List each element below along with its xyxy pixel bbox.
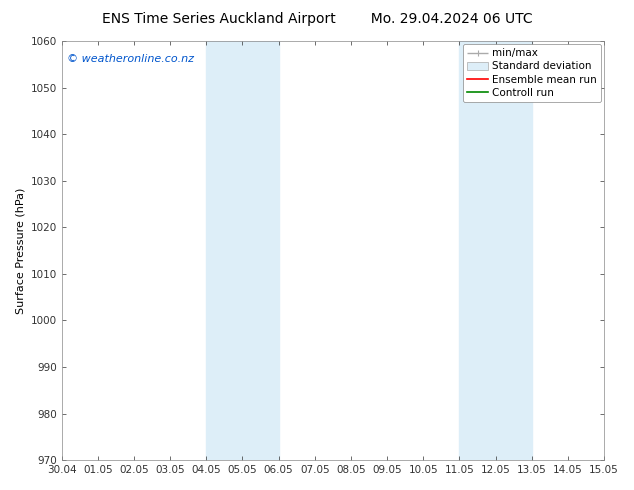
- Y-axis label: Surface Pressure (hPa): Surface Pressure (hPa): [15, 187, 25, 314]
- Text: ENS Time Series Auckland Airport        Mo. 29.04.2024 06 UTC: ENS Time Series Auckland Airport Mo. 29.…: [101, 12, 533, 26]
- Legend: min/max, Standard deviation, Ensemble mean run, Controll run: min/max, Standard deviation, Ensemble me…: [463, 44, 601, 102]
- Text: © weatheronline.co.nz: © weatheronline.co.nz: [67, 53, 194, 64]
- Bar: [460, 41, 532, 460]
- Bar: [206, 41, 279, 460]
